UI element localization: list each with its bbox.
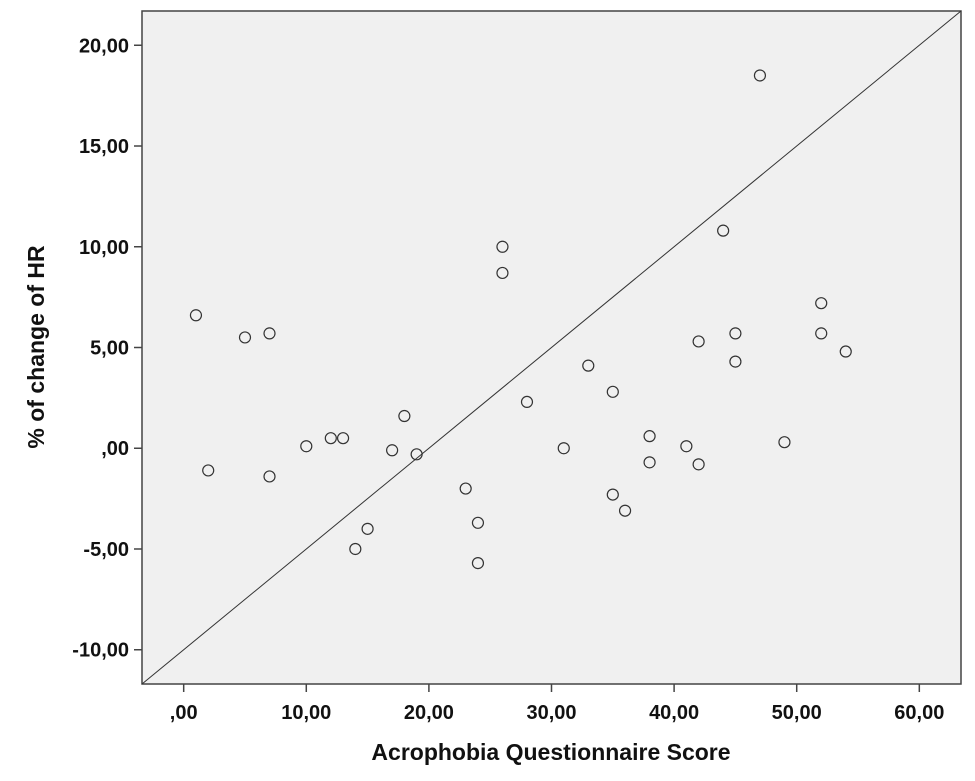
data-point [398,409,411,423]
data-point [606,488,619,501]
y-tick-label: -5,00 [83,539,129,561]
data-point [471,516,485,529]
y-tick-label: ,00 [101,438,129,460]
data-point [336,432,350,445]
data-point [202,464,215,477]
x-tick-label: 50,00 [772,702,822,724]
data-point [471,557,485,570]
data-point [496,240,509,253]
data-point [386,444,399,457]
reference-line [141,10,962,685]
data-point [324,432,337,445]
y-tick-label: -10,00 [72,640,129,662]
data-point [300,440,313,453]
data-point [349,542,362,556]
x-tick-label: 40,00 [649,702,699,724]
data-point [459,482,472,495]
data-point [263,470,276,483]
data-points [189,69,852,570]
data-point [729,327,742,340]
x-axis: ,00 10,00 20,00 30,00 40,00 50,00 60,00 [170,684,944,724]
y-tick-label: 5,00 [90,338,129,360]
data-point [520,395,534,409]
data-point [839,345,852,358]
data-point [717,224,730,237]
y-axis: -10,00 -5,00 ,00 5,00 10,00 15,00 20,00 [72,35,142,662]
x-tick-label: 60,00 [894,702,944,724]
x-tick-label: ,00 [170,702,198,724]
y-tick-label: 20,00 [79,35,129,57]
data-point [606,385,619,398]
data-point [582,359,595,372]
data-point [618,504,632,517]
data-point [680,440,693,453]
y-tick-label: 10,00 [79,237,129,259]
data-point [815,297,828,310]
y-tick-label: 15,00 [79,136,129,158]
data-point [643,430,656,443]
x-tick-label: 30,00 [526,702,576,724]
data-point [692,335,705,348]
data-point [815,327,828,340]
data-point [692,458,705,471]
x-tick-label: 10,00 [281,702,331,724]
data-point [729,355,742,368]
data-point [778,436,791,449]
data-point [410,448,423,461]
data-point [263,327,276,340]
data-point [643,456,656,469]
x-tick-label: 20,00 [404,702,454,724]
data-point [753,69,767,82]
data-point [361,522,374,535]
x-axis-title: Acrophobia Questionnaire Score [371,739,730,765]
data-point [496,266,509,280]
data-point [557,442,570,455]
y-axis-title: % of change of HR [23,245,49,449]
data-point [238,331,252,344]
data-point [189,309,203,322]
reference-line-group [141,10,962,685]
